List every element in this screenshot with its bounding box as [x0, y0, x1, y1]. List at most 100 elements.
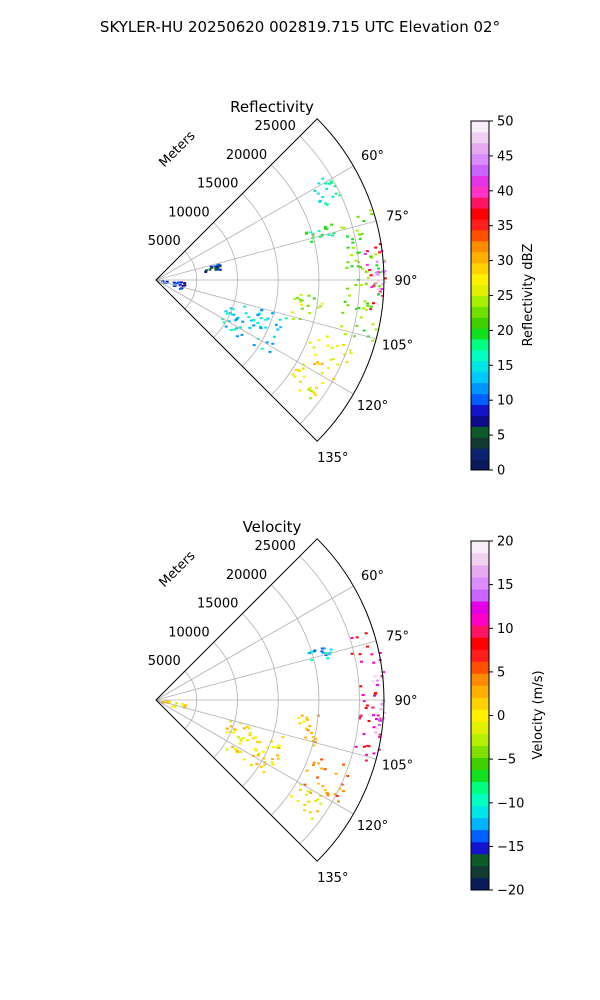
echo-gate: [214, 268, 218, 271]
echo-gate: [226, 312, 229, 315]
echo-gate: [321, 196, 325, 199]
echo-gate: [359, 266, 362, 269]
colorbar-swatch: [471, 415, 489, 427]
echo-gate: [377, 723, 381, 726]
colorbar-swatch: [471, 709, 489, 722]
colorbar-swatch: [471, 697, 489, 710]
echo-gate: [342, 790, 345, 793]
echo-gate: [328, 651, 332, 654]
colorbar-swatch: [471, 853, 489, 867]
echo-gate: [183, 705, 187, 708]
colorbar-swatch: [471, 577, 489, 590]
echo-gate: [368, 209, 372, 212]
colorbar-tick-label: −15: [497, 840, 524, 855]
echo-gate: [242, 727, 246, 730]
echo-gate: [299, 301, 303, 303]
echo-gate: [317, 363, 321, 366]
colorbar-tick-label: 0: [497, 709, 505, 724]
echo-gate: [299, 783, 302, 786]
echo-gate: [383, 281, 387, 284]
echo-gate: [271, 758, 274, 761]
echo-gate: [364, 632, 368, 635]
echo-gate: [377, 293, 380, 296]
echo-gate: [375, 679, 379, 682]
colorbar-swatch: [471, 553, 489, 566]
echo-gate: [265, 341, 269, 344]
echo-gate: [313, 190, 317, 192]
echo-gate: [247, 316, 251, 318]
azimuth-spoke: [155, 165, 354, 281]
echo-gate: [316, 776, 320, 779]
echo-gate: [289, 795, 293, 798]
echo-gate: [303, 804, 307, 806]
echo-gate: [310, 659, 314, 662]
echo-gate: [275, 746, 279, 749]
echo-gate: [323, 789, 327, 792]
echo-gate: [366, 250, 369, 253]
echo-gate: [350, 265, 354, 268]
echo-gate: [327, 233, 331, 236]
colorbar-swatch: [471, 448, 489, 460]
echo-gate: [383, 260, 387, 263]
echo-gate: [310, 651, 314, 654]
echo-gate: [346, 246, 350, 249]
colorbar-swatch: [471, 673, 489, 686]
echo-gate: [380, 288, 384, 290]
echo-gate: [341, 311, 345, 314]
colorbar-swatch: [471, 208, 489, 220]
echo-gate: [247, 727, 251, 730]
colorbar-swatch: [471, 175, 489, 187]
echo-gate: [332, 232, 336, 235]
velocity-echoes: [161, 632, 386, 820]
echo-gate: [316, 192, 320, 195]
reflectivity-colorbar-label: Reflectivity dBZ: [521, 244, 536, 347]
echo-gate: [306, 729, 310, 732]
echo-gate: [377, 718, 381, 721]
echo-gate: [302, 720, 306, 723]
echo-gate: [320, 372, 324, 375]
echo-gate: [308, 312, 312, 314]
colorbar-swatch: [471, 637, 489, 650]
echo-gate: [349, 352, 353, 355]
colorbar-swatch: [471, 877, 489, 891]
echo-gate: [271, 763, 275, 766]
echo-gate: [262, 757, 266, 760]
echo-gate: [293, 297, 297, 300]
echo-gate: [335, 344, 339, 347]
azimuth-tick-label: 75°: [386, 629, 409, 644]
velocity-panel: Velocity 5000 10000 15000 20000 25000 60° 75°…: [148, 518, 546, 899]
echo-gate: [375, 718, 378, 720]
echo-gate: [365, 704, 369, 707]
colorbar-tick-label: 5: [497, 429, 505, 444]
echo-gate: [271, 746, 275, 749]
echo-gate: [355, 229, 359, 232]
echo-gate: [364, 282, 368, 285]
echo-gate: [378, 285, 381, 288]
colorbar-swatch: [471, 459, 489, 471]
echo-gate: [235, 335, 239, 338]
echo-gate: [314, 800, 318, 803]
echo-gate: [378, 652, 382, 654]
echo-gate: [317, 230, 321, 233]
colorbar-swatch: [471, 240, 489, 253]
echo-gate: [266, 317, 270, 320]
reflectivity-grid: [155, 118, 385, 442]
azimuth-spoke: [155, 699, 377, 760]
echo-gate: [370, 653, 374, 656]
echo-gate: [331, 358, 335, 361]
echo-gate: [358, 715, 362, 718]
colorbar-tick-label: 15: [497, 578, 514, 593]
echo-gate: [222, 321, 226, 324]
echo-gate: [329, 648, 333, 651]
echo-gate: [224, 310, 228, 313]
echo-gate: [308, 341, 312, 344]
echo-gate: [378, 736, 382, 739]
echo-gate: [248, 734, 252, 737]
echo-gate: [379, 708, 383, 711]
echo-gate: [276, 757, 280, 760]
echo-gate: [233, 728, 236, 731]
echo-gate: [300, 307, 304, 310]
echo-gate: [361, 694, 365, 696]
echo-gate: [307, 800, 311, 803]
azimuth-tick-label: 60°: [361, 149, 384, 164]
